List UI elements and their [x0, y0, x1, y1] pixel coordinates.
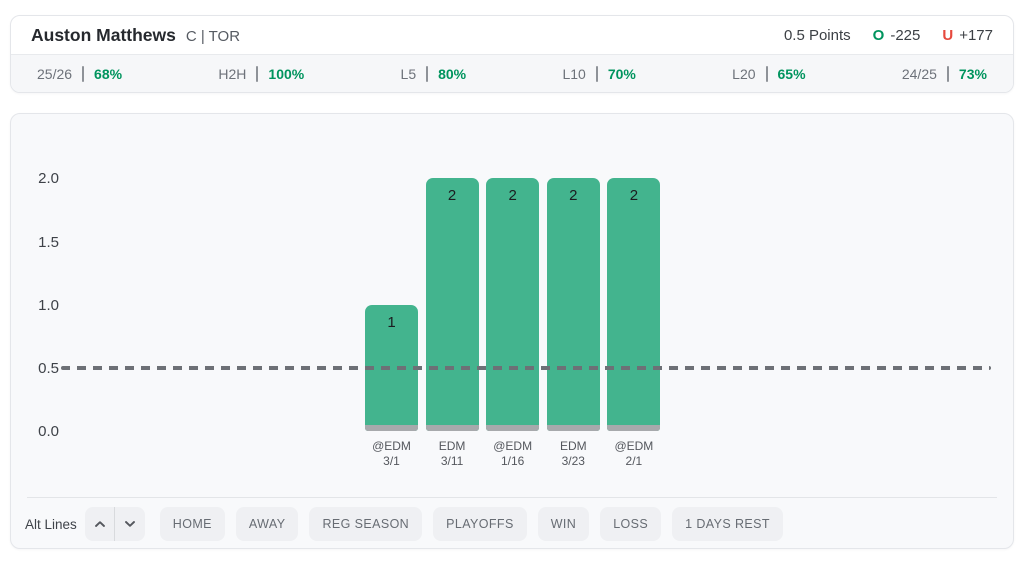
stat-group-l5[interactable]: L5 80% — [400, 65, 467, 82]
bar[interactable]: 2 — [486, 178, 540, 431]
alt-lines-label: Alt Lines — [25, 516, 77, 532]
stat-value: 80% — [438, 65, 467, 82]
stat-separator — [82, 65, 85, 82]
stat-value: 68% — [94, 65, 123, 82]
bar[interactable]: 2 — [546, 178, 600, 431]
stat-group-25-26[interactable]: 25/26 68% — [37, 65, 123, 82]
bar-base — [607, 424, 661, 431]
filter-row: Alt Lines HOME AWAY REG SEASON PLAYOFFS WIN L… — [11, 498, 1013, 550]
y-axis-tick: 1.0 — [38, 296, 59, 314]
filter-button-win[interactable]: WIN — [537, 507, 590, 541]
over-odds-value: -225 — [890, 26, 921, 44]
stepper-divider — [114, 507, 116, 541]
y-axis-tick: 0.0 — [38, 423, 59, 440]
stat-group-h2h[interactable]: H2H 100% — [218, 65, 305, 82]
stat-label: L20 — [732, 65, 756, 82]
chart-card: 2.0 1.5 1.0 0.5 0.0 1 @EDM 3/1 2 EDM 3/11 2 @EDM 1/16… — [10, 113, 1014, 549]
points-bar-chart: 2.0 1.5 1.0 0.5 0.0 1 @EDM 3/1 2 EDM 3/11 2 @EDM 1/16… — [11, 114, 1013, 548]
under-odds-value: +177 — [959, 26, 993, 44]
stat-separator — [256, 65, 259, 82]
stat-separator — [946, 65, 949, 82]
x-axis-label: EDM 3/23 — [559, 439, 587, 468]
filter-divider — [27, 497, 997, 498]
x-axis-label: EDM 3/11 — [438, 439, 466, 468]
stat-group-l20[interactable]: L20 65% — [732, 65, 806, 82]
bar-value-label: 2 — [569, 187, 578, 205]
bar-value-label: 1 — [387, 313, 396, 331]
chevron-up-icon — [94, 521, 105, 527]
chevron-down-icon — [125, 521, 135, 527]
bar-base — [486, 424, 540, 431]
bar[interactable]: 2 — [425, 178, 479, 431]
bar-value-label: 2 — [508, 187, 517, 205]
x-axis-label: @EDM 3/1 — [372, 439, 411, 468]
filter-button-playoffs[interactable]: PLAYOFFS — [433, 507, 527, 541]
under-icon: U — [942, 26, 954, 44]
y-axis-tick: 1.5 — [38, 233, 59, 251]
player-name: Auston Matthews — [31, 24, 176, 45]
player-title-row: Auston Matthews C | TOR 0.5 Points O -22… — [11, 16, 1013, 55]
stat-value: 73% — [958, 65, 987, 82]
stat-group-24-25[interactable]: 24/25 73% — [901, 65, 987, 82]
stat-label: H2H — [218, 65, 247, 82]
filter-button-reg-season[interactable]: REG SEASON — [309, 507, 423, 541]
over-odds-button[interactable]: O -225 — [873, 27, 921, 44]
stat-value: 100% — [268, 65, 305, 82]
alt-lines-stepper — [84, 507, 145, 541]
filter-buttons: HOME AWAY REG SEASON PLAYOFFS WIN LOSS 1 DAYS … — [159, 507, 783, 541]
alt-line-up-button[interactable] — [85, 507, 115, 541]
stat-label: L5 — [400, 65, 417, 82]
stat-group-l10[interactable]: L10 70% — [562, 65, 636, 82]
bar-value-label: 2 — [629, 187, 639, 205]
stat-separator — [426, 65, 429, 82]
stat-value: 65% — [777, 65, 806, 82]
under-odds-button[interactable]: U +177 — [942, 27, 993, 44]
player-header-card: Auston Matthews C | TOR 0.5 Points O -22… — [10, 15, 1014, 93]
bar[interactable]: 2 — [607, 178, 661, 431]
bar-base — [365, 424, 418, 431]
prop-line-label: 0.5 Points — [783, 26, 851, 44]
x-axis-label: @EDM 1/16 — [493, 439, 533, 468]
stat-label: 24/25 — [901, 65, 937, 82]
player-position-team: C | TOR — [185, 27, 241, 45]
stat-separator — [595, 65, 598, 82]
prop-line-info: 0.5 Points O -225 U +177 — [784, 27, 993, 44]
stat-separator — [765, 65, 768, 82]
alt-line-down-button[interactable] — [115, 507, 145, 541]
filter-button-away[interactable]: AWAY — [235, 507, 299, 541]
filter-button-loss[interactable]: LOSS — [600, 507, 662, 541]
filter-button-home[interactable]: HOME — [159, 507, 225, 541]
player-info: Auston Matthews C | TOR — [31, 25, 240, 46]
stat-value: 70% — [607, 65, 636, 82]
y-axis-tick: 0.5 — [38, 359, 59, 377]
stats-row: 25/26 68% H2H 100% L5 80% L10 70% L20 65% 24/25 73% — [11, 55, 1013, 92]
prop-line — [61, 365, 991, 370]
bar-base — [546, 424, 600, 431]
x-axis-label: @EDM 2/1 — [614, 439, 654, 468]
stat-label: L10 — [562, 65, 586, 82]
bar-base — [425, 424, 479, 431]
filter-button-1-days-rest[interactable]: 1 DAYS REST — [672, 507, 783, 541]
over-icon: O — [872, 26, 885, 44]
y-axis-tick: 2.0 — [38, 170, 59, 188]
bar-value-label: 2 — [447, 187, 457, 205]
stat-label: 25/26 — [37, 65, 73, 82]
